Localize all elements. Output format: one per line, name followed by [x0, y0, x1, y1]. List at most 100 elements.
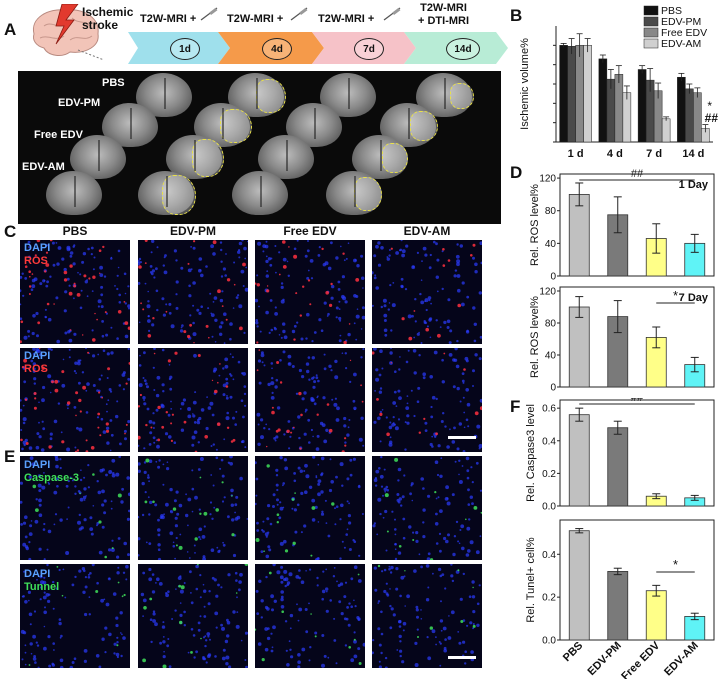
- plot-frame: [559, 286, 715, 388]
- y-axis-label: Rel. ROS level%: [529, 296, 541, 378]
- y-tick-label: 40: [545, 239, 557, 250]
- timeline-step-1-text: T2W-MRI +: [140, 13, 197, 25]
- bar: [622, 92, 632, 143]
- micrograph: [138, 240, 248, 344]
- y-axis-label: Rel. Tunel+ cell%: [525, 537, 537, 623]
- micrograph: [372, 456, 482, 560]
- day-7d-badge: 7d: [354, 38, 384, 60]
- x-tick-label: 7 d: [646, 148, 662, 160]
- syringe-icon: [200, 7, 218, 21]
- significance-marker: ##: [631, 168, 644, 180]
- y-tick-label: 0.4: [542, 550, 556, 561]
- significance-marker: ##: [705, 111, 719, 125]
- timeline-step-4-text: T2W-MRI + DTI-MRI: [418, 2, 470, 27]
- mri-slice: [416, 73, 474, 117]
- x-tick-label: 1 d: [568, 148, 584, 160]
- panel-d-label: D: [510, 163, 523, 182]
- y-tick-label: 0.4: [542, 436, 556, 447]
- bar: [567, 46, 576, 143]
- day-14d-badge: 14d: [446, 38, 480, 60]
- channel-label-caspase3: Caspase-3: [24, 472, 80, 484]
- bar: [568, 414, 590, 507]
- bar: [583, 45, 592, 143]
- x-tick-label: Free EDV: [619, 639, 663, 679]
- bar: [637, 69, 647, 143]
- micrograph: [138, 456, 248, 560]
- micrograph: [255, 456, 365, 560]
- x-tick-label: 4 d: [607, 148, 623, 160]
- micrograph: [372, 564, 482, 668]
- chart-title: 1 Day: [679, 179, 709, 191]
- bar: [693, 92, 702, 143]
- bar: [598, 58, 608, 143]
- y-tick-label: 0: [550, 383, 556, 394]
- x-tick-label: EDV-AM: [662, 640, 701, 679]
- y-tick-label: 0: [550, 272, 556, 283]
- micrograph: [255, 564, 365, 668]
- mri-slice: [46, 171, 102, 215]
- bar: [568, 193, 590, 277]
- bar: [685, 88, 694, 143]
- significance-marker: *: [673, 557, 678, 572]
- y-tick-label: 0.6: [542, 404, 556, 415]
- micrograph: [138, 348, 248, 452]
- chart-caspase3: 0.0 0.2 0.4 0.6 Rel. Caspase3 level ##: [525, 398, 715, 513]
- chart-ischemic-volume: 1 d 4 d 7 d 14 d Ischemic volume% PBSEDV-PMFr…: [519, 5, 719, 160]
- legend-label: EDV-PM: [661, 16, 701, 28]
- y-tick-label: 40: [545, 351, 557, 362]
- micrograph: [138, 564, 248, 668]
- micrograph: [372, 240, 482, 344]
- micro-col-label-free-edv: Free EDV: [283, 224, 337, 238]
- panel-f-label: F: [510, 397, 521, 416]
- bar: [559, 45, 568, 143]
- significance-marker: *: [673, 288, 678, 303]
- micro-col-label-pbs: PBS: [62, 224, 88, 238]
- y-axis-label: Ischemic volume%: [519, 38, 531, 130]
- panel-b-label: B: [510, 6, 523, 25]
- micrograph: [372, 348, 482, 452]
- micro-col-label-edv-pm: EDV-PM: [169, 224, 216, 238]
- mri-row-label-edv-am: EDV-AM: [22, 161, 65, 173]
- bar: [568, 530, 590, 641]
- channel-label-dapi: DAPI: [24, 459, 51, 471]
- micrograph: [20, 564, 130, 668]
- legend-swatch: [643, 5, 659, 16]
- channel-label-ros: ROS: [24, 363, 48, 375]
- y-tick-label: 120: [539, 287, 556, 298]
- ischemic-stroke-label: Ischemic stroke: [82, 5, 134, 32]
- chart-title: 7 Day: [679, 292, 709, 304]
- scale-bar: [448, 656, 476, 659]
- channel-label-dapi: DAPI: [24, 350, 51, 362]
- legend-swatch: [643, 38, 659, 49]
- syringe-icon: [383, 7, 401, 21]
- syringe-icon: [290, 7, 308, 21]
- chart-tunel: 0.0 0.2 0.4 Rel. Tunel+ cell% * PBS EDV-PMFree…: [525, 519, 715, 679]
- micrograph: [255, 348, 365, 452]
- micro-col-label-edv-am: EDV-AM: [403, 224, 451, 238]
- y-tick-label: 0.2: [542, 593, 556, 604]
- channel-label-ros: ROS: [24, 255, 48, 267]
- mri-slice: [232, 171, 288, 215]
- bar: [568, 306, 590, 388]
- legend-swatch: [643, 16, 659, 27]
- bar: [607, 427, 629, 507]
- timeline-step-3-text: T2W-MRI +: [318, 13, 375, 25]
- significance-marker: *: [707, 99, 712, 113]
- legend-swatch: [643, 27, 659, 38]
- y-tick-label: 0.2: [542, 469, 556, 480]
- plot-frame: [559, 519, 715, 641]
- micrograph: [20, 240, 130, 344]
- scale-bar: [448, 436, 476, 439]
- mri-row-label-edv-pm: EDV-PM: [58, 97, 101, 109]
- micrograph: [20, 456, 130, 560]
- x-tick-label: PBS: [561, 640, 585, 664]
- bar: [661, 118, 671, 143]
- x-tick-label: EDV-PM: [586, 640, 624, 678]
- mri-row-label-pbs: PBS: [102, 77, 125, 89]
- mri-image-panel: PBS EDV-PM Free EDV EDV-AM: [18, 71, 501, 224]
- bar: [607, 571, 629, 641]
- y-tick-label: 0.0: [542, 502, 556, 513]
- day-4d-badge: 4d: [262, 38, 292, 60]
- y-axis-label: Rel. Caspase3 level: [525, 404, 537, 502]
